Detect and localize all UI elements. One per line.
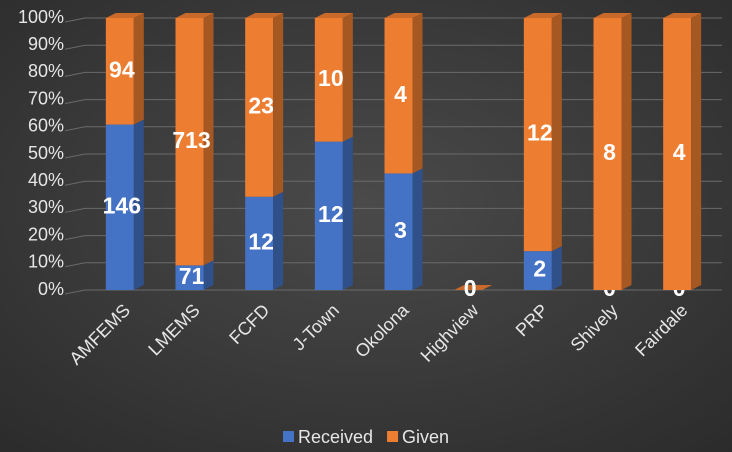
y-tick-label: 90% [28,34,64,54]
data-label: 4 [673,139,686,165]
bar-segment-side [273,13,284,197]
bar-segment-side [551,246,562,290]
bar-segment [314,18,343,142]
y-tick-label: 70% [28,88,64,108]
bar-segment-side [342,136,353,290]
bar-top [314,13,353,18]
bar-segment-side [203,13,214,266]
legend-swatch [387,431,399,442]
grid-line [64,71,722,77]
bar-segment-side [412,13,423,174]
bar-segment-side [412,168,423,290]
bar-segment-side [342,13,353,142]
bar-segment-side [691,13,702,290]
bar-segment [105,124,134,291]
data-label: 0 [464,275,477,301]
grid-line [64,289,722,295]
data-label: 10 [318,65,344,91]
bar-top [523,13,562,18]
legend-label: Received [298,427,373,447]
data-label: 4 [394,81,407,107]
y-tick-label: 60% [28,116,64,136]
data-label: 12 [527,120,553,146]
y-tick-label: 100% [18,7,64,27]
bar-segment-side [273,191,284,290]
grid-line [64,180,722,186]
bar-segment [384,173,413,290]
data-label: 23 [248,92,274,118]
bar-top [245,13,284,18]
grid-line [64,44,722,50]
y-tick-label: 20% [28,224,64,244]
bar-segment [175,265,204,290]
grid-line [64,153,722,159]
bar-segment [105,18,134,125]
grid-line [64,99,722,105]
grid-line [64,207,722,213]
bar-top [384,13,423,18]
bar-segment-side [621,13,632,290]
data-label: 8 [603,139,616,165]
y-tick-label: 10% [28,252,64,272]
bar-segment-side [133,13,144,125]
data-label: 12 [248,228,274,254]
bar-top [175,13,214,18]
bar-segment [523,251,552,290]
bar-segment [314,141,343,290]
data-label: 94 [109,56,135,82]
bar-segment [245,196,274,290]
bar-top [663,13,702,18]
y-tick-label: 40% [28,170,64,190]
bar-segment [175,18,204,266]
bar-segment [663,18,692,290]
legend-swatch [283,431,294,442]
data-label: 12 [318,201,344,227]
grid-line [64,17,722,23]
legend-label: Given [402,427,449,447]
data-label: 713 [172,127,210,153]
bar-segment [523,18,552,252]
bar-segment-side [551,13,562,252]
grid-line [64,262,722,268]
data-label: 146 [103,192,141,218]
y-tick-label: 30% [28,197,64,217]
bar-segment-side [203,260,214,290]
bar-top [593,13,632,18]
data-label: 2 [533,256,546,282]
y-tick-label: 50% [28,143,64,163]
bar-segment [593,18,622,290]
bar-segment [245,18,274,197]
bar-segment-side [133,119,144,291]
data-label: 3 [394,217,407,243]
y-tick-label: 0% [38,279,64,299]
bar-top [105,13,144,18]
y-tick-label: 80% [28,61,64,81]
grid-line [64,126,722,132]
bar-top [454,285,493,290]
bar-segment [384,18,413,174]
grid-line [64,235,722,241]
data-label: 71 [179,263,205,289]
